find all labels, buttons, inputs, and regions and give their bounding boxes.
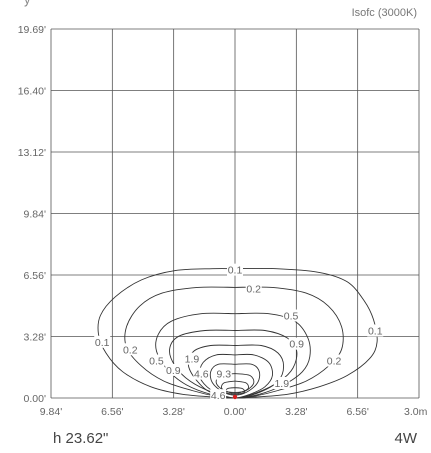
chart-grid [50, 28, 420, 399]
x-tick-label: 0.00' [224, 406, 246, 418]
contour-label: 0.1 [95, 337, 110, 349]
light-source-marker [232, 394, 238, 400]
header-cut-text: y [0, 0, 431, 8]
contour-label-bg [367, 324, 384, 337]
contour-label: 0.1 [228, 265, 243, 277]
contour-label-bg [210, 389, 227, 402]
x-axis-ticks: 9.84' 6.56' 3.28' 0.00' 3.28' 6.56' 3.0m [40, 406, 428, 418]
y-tick-label: 6.56' [24, 270, 46, 282]
contour-label-bg [122, 343, 139, 356]
x-tick-label: 3.0m [404, 406, 428, 418]
contour-label: 0.5 [149, 356, 164, 368]
contour-label-bg [288, 337, 305, 350]
contour-lines [97, 267, 378, 399]
x-tick-label: 6.56' [101, 406, 123, 418]
contour-line [97, 267, 378, 399]
contour-label-bg [148, 354, 165, 367]
contour-label-bg [215, 367, 232, 380]
contour-labels: 0.10.10.10.20.20.20.50.50.90.91.91.94.64… [94, 263, 384, 402]
x-tick-label: 3.28' [162, 406, 184, 418]
x-tick-label: 9.84' [40, 406, 62, 418]
contour-label: 1.9 [274, 378, 289, 390]
x-tick-label: 6.56' [346, 406, 368, 418]
y-tick-label: 3.28' [24, 332, 46, 344]
contour-label: 0.9 [289, 339, 304, 351]
power-label: 4W [394, 430, 418, 447]
contour-label: 0.1 [368, 326, 383, 338]
contour-label-bg [283, 309, 300, 322]
y-tick-label: 19.69' [18, 24, 46, 36]
x-tick-label: 3.28' [285, 406, 307, 418]
contour-label-bg [94, 335, 111, 348]
y-tick-label: 9.84' [24, 209, 46, 221]
contour-label: 0.2 [123, 344, 138, 356]
contour-label: 4.6 [211, 390, 226, 402]
y-tick-label: 16.40' [18, 86, 46, 98]
contour-label: 0.9 [166, 365, 181, 377]
contour-line [221, 380, 249, 394]
contour-label: 0.5 [284, 311, 299, 323]
y-axis-ticks: 0.00' 3.28' 6.56' 9.84' 13.12' 16.40' 19.69' [18, 24, 46, 405]
y-tick-label: 0.00' [24, 393, 46, 405]
contour-label-bg [193, 367, 210, 380]
illuminance-type-label: Isofc (3000K) [351, 7, 417, 19]
contour-label-bg [273, 377, 290, 390]
source-point [232, 394, 238, 400]
contour-label: 0.2 [246, 283, 261, 295]
contour-label: 1.9 [185, 354, 200, 366]
contour-label-bg [326, 354, 343, 367]
contour-label-bg [165, 363, 182, 376]
contour-label: 4.6 [194, 369, 209, 381]
contour-line [224, 387, 246, 395]
contour-label: 0.2 [327, 356, 342, 368]
contour-label-bg [227, 263, 243, 276]
mounting-height-label: h 23.62" [53, 430, 109, 447]
contour-label-bg [245, 282, 262, 295]
contour-label: 9.3 [216, 369, 231, 381]
y-tick-label: 13.12' [18, 147, 46, 159]
contour-label-bg [183, 352, 200, 365]
